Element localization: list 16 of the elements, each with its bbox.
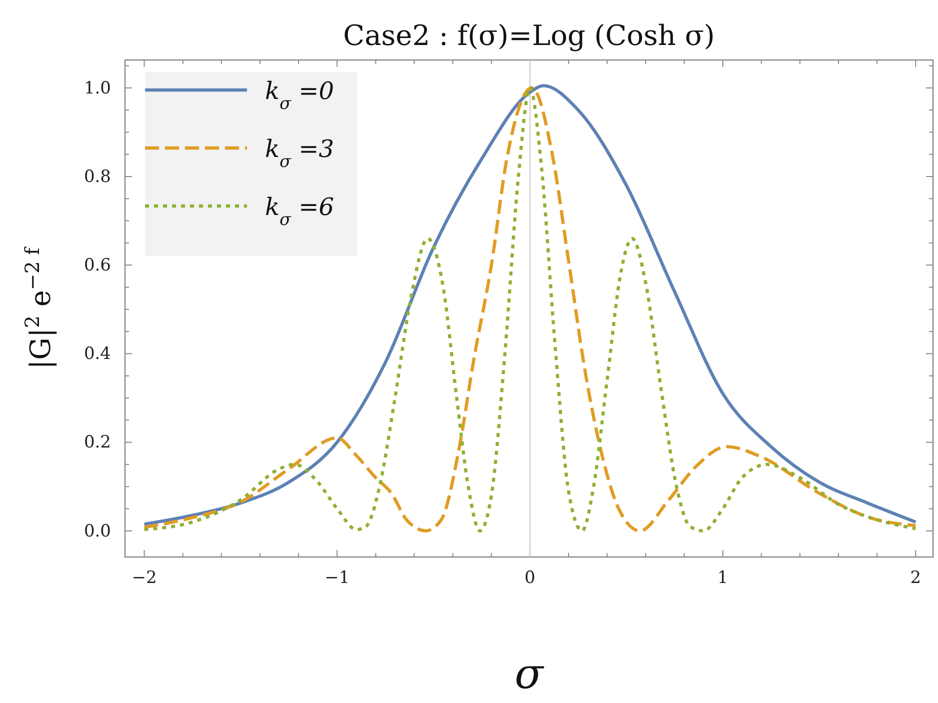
legend-label: k$_{σ}$ =3 bbox=[265, 135, 334, 171]
y-tick-label: 0.4 bbox=[84, 344, 111, 364]
y-tick-label: 0.6 bbox=[84, 256, 111, 276]
x-axis-title: σ bbox=[514, 649, 545, 698]
x-tick-label: 1 bbox=[717, 568, 728, 588]
y-tick-label: 0.0 bbox=[84, 521, 111, 542]
chart-title: Case2 : f(σ)=Log (Cosh σ) bbox=[343, 19, 715, 52]
x-tick-label: 2 bbox=[910, 568, 922, 588]
legend-label: k$_{σ}$ =6 bbox=[265, 193, 334, 229]
y-tick-label: 1.0 bbox=[84, 78, 111, 98]
y-tick-label: 0.8 bbox=[84, 166, 111, 187]
legend-label: k$_{σ}$ =0 bbox=[265, 77, 334, 113]
x-tick-label: −2 bbox=[132, 568, 157, 588]
x-tick-label: 0 bbox=[524, 568, 536, 588]
x-tick-label: −1 bbox=[324, 568, 350, 588]
y-tick-label: 0.2 bbox=[84, 432, 111, 453]
